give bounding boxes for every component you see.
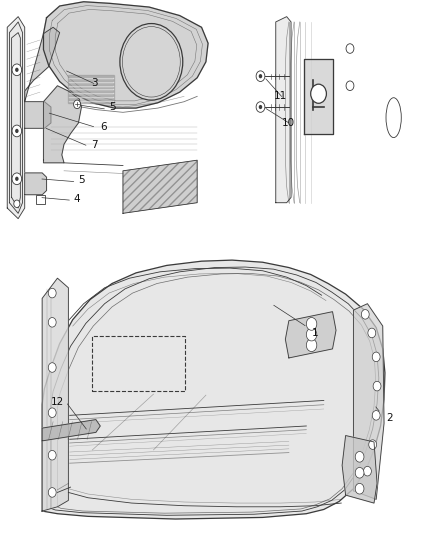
Circle shape <box>15 68 18 72</box>
Polygon shape <box>7 17 25 219</box>
Circle shape <box>15 129 18 133</box>
Polygon shape <box>43 86 81 163</box>
Polygon shape <box>25 27 60 102</box>
Polygon shape <box>123 160 197 213</box>
Circle shape <box>373 381 381 391</box>
Circle shape <box>368 328 376 338</box>
Circle shape <box>355 467 364 478</box>
Circle shape <box>48 450 56 460</box>
Circle shape <box>48 288 56 298</box>
Circle shape <box>74 100 81 109</box>
Circle shape <box>256 102 265 112</box>
Polygon shape <box>68 75 114 103</box>
Circle shape <box>311 84 326 103</box>
Text: 12: 12 <box>51 397 64 407</box>
Text: 7: 7 <box>91 140 98 150</box>
Bar <box>92 336 185 391</box>
Circle shape <box>12 125 21 137</box>
Circle shape <box>306 339 317 352</box>
Polygon shape <box>25 173 46 195</box>
Circle shape <box>372 410 380 420</box>
Circle shape <box>48 363 56 372</box>
Circle shape <box>306 328 317 341</box>
Circle shape <box>361 310 369 319</box>
Text: 3: 3 <box>91 78 98 88</box>
Circle shape <box>355 451 364 462</box>
Circle shape <box>256 71 265 82</box>
Circle shape <box>15 176 18 181</box>
Circle shape <box>372 352 380 362</box>
Text: 2: 2 <box>386 413 392 423</box>
Polygon shape <box>42 260 385 519</box>
Bar <box>35 195 45 204</box>
Circle shape <box>346 81 354 91</box>
Text: 5: 5 <box>78 175 85 185</box>
Polygon shape <box>42 419 100 441</box>
Circle shape <box>120 23 183 100</box>
Text: 11: 11 <box>273 91 287 101</box>
Ellipse shape <box>386 98 401 138</box>
Polygon shape <box>10 22 22 213</box>
Polygon shape <box>25 102 51 128</box>
Circle shape <box>12 64 21 76</box>
Text: 1: 1 <box>312 328 318 338</box>
Circle shape <box>259 74 262 78</box>
Circle shape <box>346 44 354 53</box>
Polygon shape <box>353 304 384 499</box>
Circle shape <box>48 408 56 417</box>
Circle shape <box>306 318 317 330</box>
Circle shape <box>369 440 377 449</box>
Polygon shape <box>276 17 291 203</box>
Circle shape <box>12 173 21 184</box>
Circle shape <box>355 483 364 494</box>
Circle shape <box>48 318 56 327</box>
Text: 10: 10 <box>283 118 295 128</box>
Polygon shape <box>342 435 377 503</box>
Circle shape <box>14 200 20 207</box>
Text: 4: 4 <box>74 194 81 204</box>
Polygon shape <box>42 278 68 511</box>
Polygon shape <box>43 2 208 108</box>
Text: 5: 5 <box>109 102 115 112</box>
Circle shape <box>364 466 371 476</box>
Polygon shape <box>304 59 332 134</box>
Polygon shape <box>12 33 20 208</box>
Circle shape <box>259 105 262 109</box>
Circle shape <box>48 488 56 497</box>
Polygon shape <box>286 312 336 358</box>
Text: 6: 6 <box>100 122 106 132</box>
